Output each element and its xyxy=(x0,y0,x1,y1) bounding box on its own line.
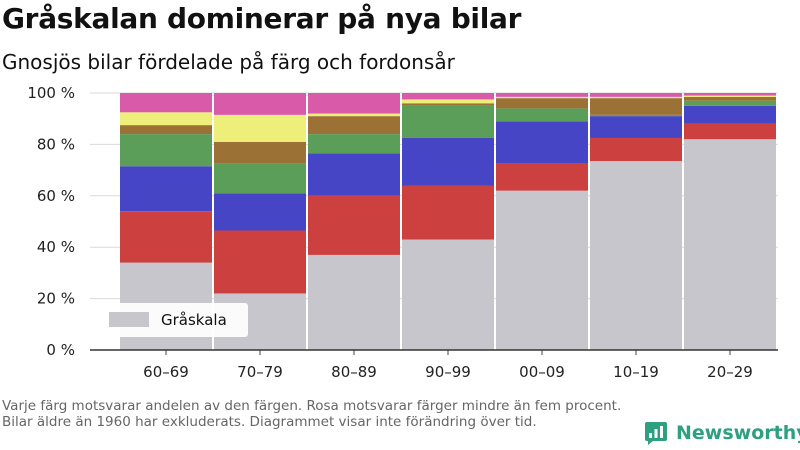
bar-segment-0-4 xyxy=(120,125,212,135)
legend-box xyxy=(101,303,248,337)
brand-name: Newsworthy xyxy=(676,422,800,444)
bar-segment-2-6 xyxy=(308,93,400,114)
bar-segment-3-5 xyxy=(402,99,494,104)
bar-segment-5-4 xyxy=(590,98,682,115)
footnote: Varje färg motsvarar andelen av den färg… xyxy=(2,398,622,430)
axes: 0 % 20 % 40 % 60 % 80 % 100 % 60–69 70–79 80–89 9… xyxy=(27,84,778,381)
bar-segment-6-6 xyxy=(684,93,776,96)
y-tick-label: 0 % xyxy=(46,341,75,359)
bar-segment-4-6 xyxy=(496,93,588,97)
brand-logo: Newsworthy xyxy=(644,420,800,446)
chart-subtitle: Gnosjös bilar fördelade på färg och ford… xyxy=(2,50,455,74)
bar-segment-2-4 xyxy=(308,116,400,135)
bar-segment-6-2 xyxy=(684,105,776,124)
bar-segment-6-4 xyxy=(684,96,776,101)
bar-segment-4-1 xyxy=(496,163,588,191)
bar-segment-4-5 xyxy=(496,96,588,99)
bar-segment-1-2 xyxy=(214,193,306,231)
y-tick-label: 60 % xyxy=(37,187,75,205)
bar-segment-4-4 xyxy=(496,98,588,109)
bar-segment-5-0 xyxy=(590,161,682,350)
bar-segment-5-1 xyxy=(590,137,682,162)
bar-segment-1-6 xyxy=(214,93,306,115)
x-tick-label: 20–29 xyxy=(707,363,753,381)
bar-segment-4-2 xyxy=(496,121,588,164)
bar-segment-2-2 xyxy=(308,153,400,196)
bar-segment-6-0 xyxy=(684,139,776,350)
y-tick-label: 80 % xyxy=(37,135,75,153)
bar-segment-0-1 xyxy=(120,211,212,263)
bar-segment-1-3 xyxy=(214,163,306,194)
bar-segment-3-6 xyxy=(402,93,494,100)
bar-segment-0-2 xyxy=(120,166,212,212)
bar-segment-0-6 xyxy=(120,93,212,113)
bar-segment-3-3 xyxy=(402,105,494,138)
x-tick-label: 60–69 xyxy=(143,363,189,381)
x-tick-label: 90–99 xyxy=(425,363,471,381)
bar-segment-0-3 xyxy=(120,134,212,167)
legend-swatch xyxy=(109,312,149,327)
x-tick-label: 70–79 xyxy=(237,363,283,381)
bar-segment-5-2 xyxy=(590,116,682,138)
bar-segment-5-5 xyxy=(590,96,682,99)
x-tick-label: 10–19 xyxy=(613,363,659,381)
y-tick-label: 100 % xyxy=(27,84,75,102)
bar-segment-3-0 xyxy=(402,239,494,350)
x-tick-label: 00–09 xyxy=(519,363,565,381)
y-tick-label: 20 % xyxy=(37,290,75,308)
y-tick-label: 40 % xyxy=(37,238,75,256)
newsworthy-logo-icon xyxy=(645,422,667,445)
bar-segment-0-5 xyxy=(120,112,212,126)
legend-label: Gråskala xyxy=(161,311,227,329)
x-tick-label: 80–89 xyxy=(331,363,377,381)
bar-segment-1-4 xyxy=(214,141,306,164)
bar-segment-3-4 xyxy=(402,103,494,106)
bar-segment-6-3 xyxy=(684,100,776,106)
bar-segment-4-0 xyxy=(496,190,588,350)
legend: Gråskala xyxy=(101,303,248,337)
bar-segment-1-1 xyxy=(214,230,306,294)
bar-segment-2-5 xyxy=(308,113,400,117)
chart-title: Gråskalan dominerar på nya bilar xyxy=(2,2,522,35)
bar-segment-2-1 xyxy=(308,195,400,255)
bar-segment-5-6 xyxy=(590,93,682,97)
bar-segment-3-2 xyxy=(402,137,494,186)
bar-segment-4-3 xyxy=(496,108,588,122)
bar-segment-2-0 xyxy=(308,254,400,350)
bar-segment-3-1 xyxy=(402,185,494,240)
bar-segment-5-3 xyxy=(590,114,682,117)
bar-segment-6-5 xyxy=(684,95,776,97)
bar-segment-6-1 xyxy=(684,123,776,140)
bar-segment-2-3 xyxy=(308,134,400,154)
bar-segment-1-5 xyxy=(214,114,306,142)
